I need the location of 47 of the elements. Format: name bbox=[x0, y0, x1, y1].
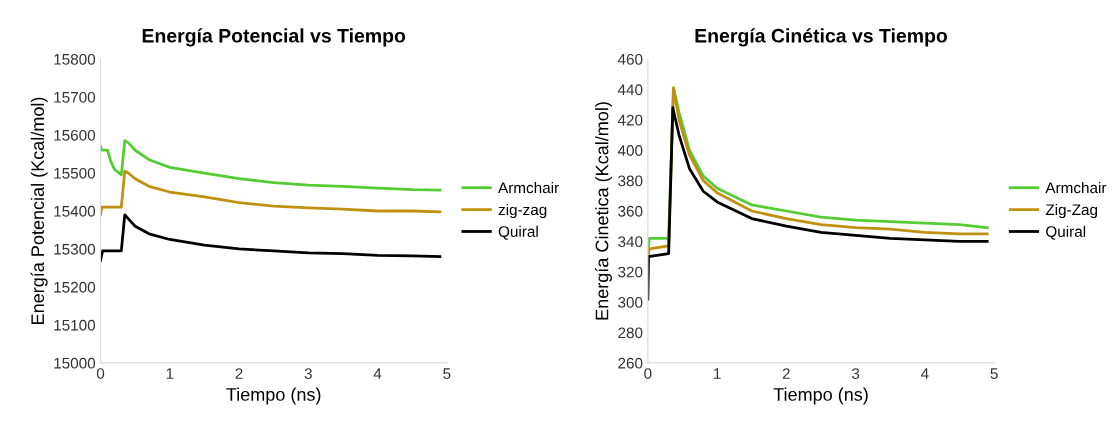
y-tick-label: 15400 bbox=[54, 205, 96, 217]
x-tick-label: 0 bbox=[644, 368, 652, 379]
x-tick-label: 3 bbox=[304, 368, 312, 379]
x-tick-label: 2 bbox=[235, 368, 243, 379]
x-tick-label: 2 bbox=[782, 368, 790, 379]
y-tick-label: 300 bbox=[618, 297, 643, 308]
x-tick-label: 1 bbox=[714, 368, 721, 379]
y-tick-label: 15000 bbox=[54, 357, 96, 369]
legend-label: Quiral bbox=[1046, 225, 1086, 240]
y-axis-title: Energía Cinetica (Kcal/mol) bbox=[594, 102, 612, 320]
y-tick-label: 280 bbox=[618, 327, 643, 339]
x-tick-label: 5 bbox=[443, 368, 451, 379]
x-tick-label: 3 bbox=[851, 368, 860, 379]
x-tick-label: 4 bbox=[920, 368, 929, 379]
x-tick-label: 5 bbox=[990, 368, 998, 379]
line-series bbox=[100, 139, 442, 192]
y-tick-label: 260 bbox=[618, 357, 643, 369]
legend-label: Quiral bbox=[498, 225, 538, 240]
x-tick-label: 1 bbox=[166, 368, 174, 379]
y-tick-label: 15800 bbox=[54, 53, 96, 65]
line-series bbox=[100, 213, 442, 262]
x-axis-title: Tiempo (ns) bbox=[226, 387, 321, 405]
y-tick-label: 440 bbox=[617, 84, 643, 96]
y-tick-label: 420 bbox=[617, 114, 643, 126]
y-tick-label: 15300 bbox=[54, 243, 96, 255]
chart-title: Energía Cinética vs Tiempo bbox=[695, 28, 948, 47]
y-tick-label: 15200 bbox=[54, 281, 96, 293]
line-series bbox=[100, 169, 442, 217]
legend-label: Armchair bbox=[498, 182, 559, 194]
legend-label: Armchair bbox=[1045, 182, 1107, 194]
x-tick-label: 0 bbox=[96, 368, 105, 379]
x-axis-title: Tiempo (ns) bbox=[773, 387, 868, 405]
y-tick-label: 15600 bbox=[54, 129, 96, 141]
y-tick-label: 360 bbox=[618, 205, 643, 217]
y-tick-label: 340 bbox=[618, 236, 643, 248]
y-tick-label: 400 bbox=[617, 145, 643, 156]
x-tick-label: 4 bbox=[373, 368, 382, 379]
y-axis-title: Energía Potencial (Kcal/mol) bbox=[30, 97, 48, 324]
y-tick-label: 15100 bbox=[54, 319, 96, 331]
y-tick-label: 320 bbox=[618, 266, 643, 278]
legend-label: Zig-Zag bbox=[1045, 203, 1098, 219]
y-tick-label: 15700 bbox=[54, 91, 96, 103]
y-tick-label: 380 bbox=[618, 175, 643, 187]
legend-label: zig-zag bbox=[498, 203, 547, 219]
y-tick-label: 460 bbox=[617, 53, 643, 65]
chart-title: Energía Potencial vs Tiempo bbox=[142, 28, 406, 47]
y-tick-label: 15500 bbox=[54, 167, 96, 179]
